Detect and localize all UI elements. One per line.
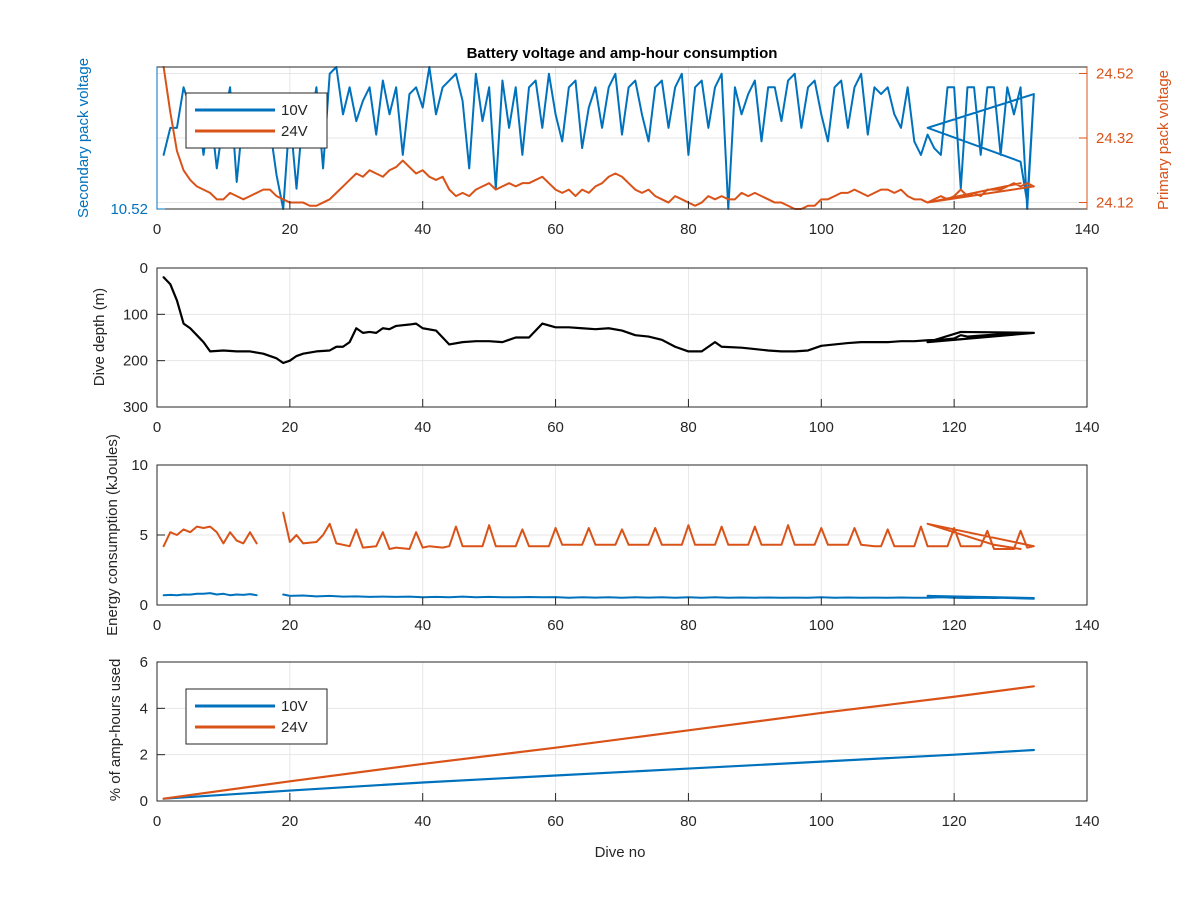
y-tick-label: 10.52 (110, 201, 148, 218)
y-right-tick-label: 24.52 (1096, 65, 1134, 82)
x-tick-label: 120 (942, 221, 967, 238)
x-tick-label: 0 (153, 419, 161, 436)
x-tick-label: 60 (547, 221, 564, 238)
x-tick-label: 120 (942, 617, 967, 634)
x-tick-label: 40 (414, 617, 431, 634)
x-tick-label: 20 (282, 419, 299, 436)
amphours-series-24V-line (162, 685, 1035, 800)
amphours-axes-box (156, 661, 1088, 802)
x-tick-label: 60 (547, 617, 564, 634)
x-tick-label: 120 (942, 813, 967, 830)
voltage-ticks: 0 20 40 60 80 100 120 140 10.52 24.12 24.32 24.52 (110, 65, 1133, 238)
voltage-ylabel-left: Secondary pack voltage (75, 58, 92, 218)
energy-panel: 0 20 40 60 80 100 120 140 0 5 10 Energy consumptio… (104, 434, 1100, 636)
x-tick-label: 140 (1074, 221, 1099, 238)
y-tick-label: 6 (140, 654, 148, 671)
energy-ticks: 0 20 40 60 80 100 120 140 0 5 10 (131, 457, 1099, 634)
energy-series-1-line (162, 511, 1035, 550)
legend-label-24V: 24V (281, 719, 308, 736)
amphours-panel: 0 20 40 60 80 100 120 140 0 2 4 6 % of amp-hours us… (107, 654, 1100, 861)
x-tick-label: 40 (414, 419, 431, 436)
x-tick-label: 140 (1074, 419, 1099, 436)
x-tick-label: 80 (680, 617, 697, 634)
x-tick-label: 60 (547, 419, 564, 436)
y-right-tick-label: 24.32 (1096, 130, 1134, 147)
x-tick-label: 0 (153, 813, 161, 830)
x-tick-label: 20 (282, 221, 299, 238)
amphours-xlabel: Dive no (595, 844, 646, 861)
x-tick-label: 80 (680, 419, 697, 436)
legend-label-24V: 24V (281, 123, 308, 140)
energy-ylabel: Energy consumption (kJoules) (104, 434, 121, 636)
y-tick-label: 0 (140, 260, 148, 277)
x-tick-label: 40 (414, 221, 431, 238)
x-tick-label: 80 (680, 221, 697, 238)
voltage-title: Battery voltage and amp-hour consumption (467, 45, 778, 62)
y-tick-label: 0 (140, 793, 148, 810)
x-tick-label: 140 (1074, 813, 1099, 830)
y-tick-label: 0 (140, 597, 148, 614)
x-tick-label: 40 (414, 813, 431, 830)
y-tick-label: 10 (131, 457, 148, 474)
x-tick-label: 140 (1074, 617, 1099, 634)
y-tick-label: 4 (140, 700, 148, 717)
amphours-ylabel: % of amp-hours used (107, 659, 124, 802)
y-tick-label: 2 (140, 747, 148, 764)
x-tick-label: 60 (547, 813, 564, 830)
x-tick-label: 100 (809, 221, 834, 238)
y-tick-label: 300 (123, 399, 148, 416)
energy-series-0-line (162, 592, 1035, 600)
depth-series (162, 276, 1035, 365)
amphours-series-10V-line (162, 748, 1035, 800)
amphours-series (162, 685, 1035, 800)
x-tick-label: 80 (680, 813, 697, 830)
x-tick-label: 0 (153, 617, 161, 634)
voltage-series-24V-line (162, 66, 1035, 210)
x-tick-label: 100 (809, 419, 834, 436)
legend-label-10V: 10V (281, 102, 308, 119)
energy-series (162, 511, 1035, 600)
x-tick-label: 120 (942, 419, 967, 436)
amphours-ticks: 0 20 40 60 80 100 120 140 0 2 4 6 (140, 654, 1100, 830)
x-tick-label: 20 (282, 617, 299, 634)
x-tick-label: 20 (282, 813, 299, 830)
y-right-tick-label: 24.12 (1096, 195, 1134, 212)
x-tick-label: 0 (153, 221, 161, 238)
legend-box (185, 688, 328, 745)
x-tick-label: 100 (809, 617, 834, 634)
depth-ylabel: Dive depth (m) (91, 288, 108, 386)
y-tick-label: 200 (123, 353, 148, 370)
depth-series-0-line (162, 276, 1035, 365)
legend-label-10V: 10V (281, 698, 308, 715)
legend-box (185, 92, 328, 149)
voltage-ylabel-right: Primary pack voltage (1155, 70, 1172, 210)
depth-axes-box (156, 267, 1088, 408)
voltage-panel: 0 20 40 60 80 100 120 140 10.52 24.12 24.32 24.52 B… (75, 45, 1172, 238)
y-tick-label: 5 (140, 527, 148, 544)
x-tick-label: 100 (809, 813, 834, 830)
depth-panel: 0 20 40 60 80 100 120 140 0 100 200 300 Dive depth … (91, 260, 1100, 436)
y-tick-label: 100 (123, 306, 148, 323)
depth-ticks: 0 20 40 60 80 100 120 140 0 100 200 300 (123, 260, 1100, 436)
